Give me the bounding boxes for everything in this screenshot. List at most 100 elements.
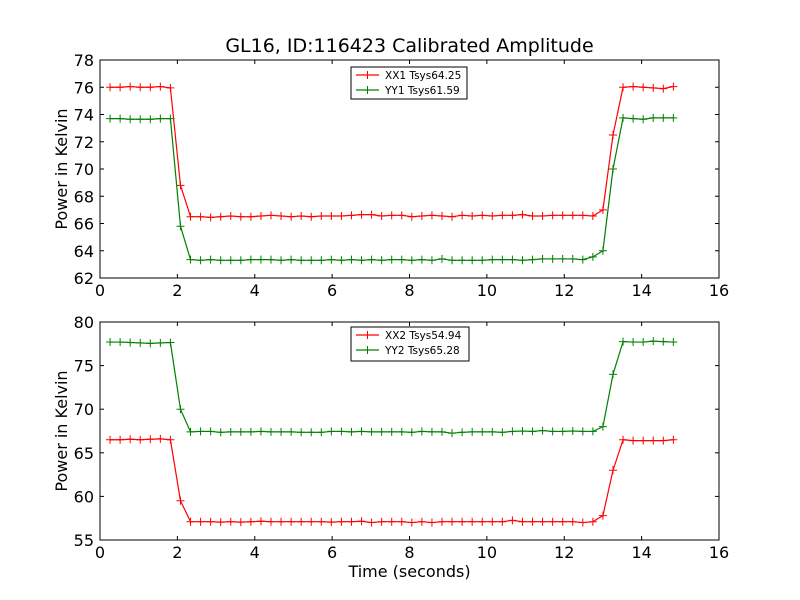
data-point xyxy=(136,338,145,347)
data-point xyxy=(216,428,225,437)
data-point xyxy=(236,256,245,265)
data-point xyxy=(106,114,115,123)
data-point xyxy=(629,436,638,445)
data-point xyxy=(196,212,205,221)
data-point xyxy=(387,255,396,264)
data-point xyxy=(518,427,527,435)
data-point xyxy=(588,427,597,436)
data-point xyxy=(357,210,366,219)
data-point xyxy=(156,338,165,347)
data-point xyxy=(307,256,316,265)
series-line-1-0 xyxy=(110,438,674,524)
data-point xyxy=(307,428,316,437)
data-point xyxy=(277,212,286,221)
data-point xyxy=(478,256,487,265)
data-point xyxy=(458,428,467,437)
data-point xyxy=(598,511,607,520)
data-point xyxy=(437,212,446,221)
data-point xyxy=(246,427,255,436)
data-point xyxy=(437,517,446,526)
data-point xyxy=(448,212,457,221)
data-point xyxy=(337,212,346,221)
data-point xyxy=(639,436,648,445)
data-point xyxy=(186,517,195,526)
data-point xyxy=(478,211,487,220)
data-point xyxy=(196,427,205,436)
legend: XX1 Tsys64.25 YY1 Tsys61.59 xyxy=(350,66,468,100)
y-tick-label: 70 xyxy=(74,400,94,419)
data-point xyxy=(669,435,678,444)
data-point xyxy=(468,427,477,436)
data-point xyxy=(629,82,638,91)
data-point xyxy=(608,370,617,379)
data-point xyxy=(246,255,255,264)
data-point xyxy=(116,338,125,347)
y-axis-label: Power in Kelvin xyxy=(52,370,71,491)
data-point xyxy=(458,211,467,220)
data-point xyxy=(669,113,678,122)
data-point xyxy=(347,427,356,436)
data-point xyxy=(226,427,235,436)
data-point xyxy=(136,115,145,124)
data-point xyxy=(608,165,617,173)
data-point xyxy=(518,256,527,265)
data-point xyxy=(347,517,356,526)
data-point xyxy=(226,212,235,221)
data-point xyxy=(367,255,376,264)
data-point xyxy=(538,212,547,221)
data-point xyxy=(619,435,628,444)
data-point xyxy=(578,518,587,527)
data-point xyxy=(367,518,376,527)
x-tick-label: 14 xyxy=(631,281,651,300)
data-point xyxy=(407,428,416,437)
x-tick-label: 12 xyxy=(554,281,574,300)
legend-entry-label: YY2 Tsys65.28 xyxy=(384,345,460,357)
data-point xyxy=(377,256,386,265)
data-point xyxy=(407,256,416,265)
x-tick-label: 2 xyxy=(172,281,182,300)
data-point xyxy=(327,255,336,264)
data-point xyxy=(287,427,296,436)
data-point xyxy=(498,428,507,437)
data-point xyxy=(568,211,577,220)
data-point xyxy=(297,428,306,437)
data-point xyxy=(538,517,547,526)
data-point xyxy=(659,113,668,122)
data-point xyxy=(508,516,517,525)
y-tick-label: 55 xyxy=(74,531,94,550)
data-point xyxy=(598,205,607,214)
y-tick-label: 74 xyxy=(74,106,94,125)
data-point xyxy=(226,517,235,526)
data-point xyxy=(176,181,185,190)
y-tick-label: 64 xyxy=(74,242,94,261)
data-point xyxy=(266,517,275,526)
data-point xyxy=(417,427,426,436)
legend-marker xyxy=(363,331,372,339)
data-point xyxy=(417,255,426,264)
data-point xyxy=(377,212,386,221)
data-point xyxy=(256,212,265,221)
data-point xyxy=(186,212,195,221)
data-point xyxy=(448,429,457,438)
data-point xyxy=(136,435,145,444)
data-point xyxy=(649,113,658,122)
legend-marker xyxy=(363,71,372,79)
data-point xyxy=(608,466,617,475)
data-point xyxy=(619,337,628,346)
data-point xyxy=(669,82,678,91)
y-tick-label: 78 xyxy=(74,51,94,70)
data-point xyxy=(106,338,115,347)
data-point xyxy=(357,256,366,265)
data-point xyxy=(397,427,406,436)
x-tick-label: 4 xyxy=(250,543,260,562)
data-point xyxy=(166,435,175,444)
data-point xyxy=(367,210,376,219)
data-point xyxy=(639,115,648,124)
data-point xyxy=(357,517,366,526)
data-point xyxy=(176,496,185,505)
data-point xyxy=(568,254,577,263)
data-point xyxy=(116,435,125,444)
y-tick-label: 60 xyxy=(74,487,94,506)
data-point xyxy=(146,83,155,92)
